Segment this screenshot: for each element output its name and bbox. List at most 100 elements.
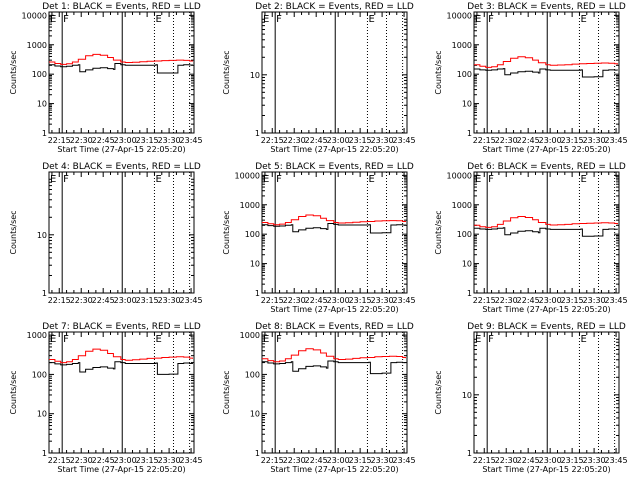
time-marker-label: E <box>580 14 586 25</box>
y-tick-label: 10 <box>462 100 472 109</box>
x-tick-label: 22:30 <box>495 456 518 465</box>
time-marker-label: F <box>276 334 282 345</box>
x-tick-label: 23:45 <box>393 296 416 305</box>
plot-frame <box>48 331 195 454</box>
y-tick-label: 1 <box>42 129 47 138</box>
x-tick-label: 23:00 <box>327 136 350 145</box>
chart-title: Det 3: BLACK = Events, RED = LLD <box>467 2 626 12</box>
panel-det-6: Det 6: BLACK = Events, RED = LLD 1 10 100 10… <box>434 162 628 314</box>
panel-det-7: Det 7: BLACK = Events, RED = LLD 1 10 100 10… <box>9 322 203 474</box>
y-tick-label: 100 <box>32 70 47 79</box>
time-marker-label: F <box>276 174 282 185</box>
chart-title: Det 9: BLACK = Events, RED = LLD <box>467 322 626 332</box>
y-axis-label: Counts/sec <box>434 210 443 254</box>
y-axis-label: Counts/sec <box>9 210 18 254</box>
x-tick-label: 22:45 <box>305 296 328 305</box>
x-axis-label: Start Time (27-Apr-15 22:05:20) <box>270 145 398 154</box>
x-tick-label: 23:45 <box>605 136 628 145</box>
series-line-lld <box>49 53 193 65</box>
x-tick-label: 22:30 <box>495 296 518 305</box>
chart-title: Det 6: BLACK = Events, RED = LLD <box>467 162 626 172</box>
chart-title: Det 4: BLACK = Events, RED = LLD <box>42 162 201 172</box>
x-tick-label: 22:45 <box>517 456 540 465</box>
x-axis-label: Start Time (27-Apr-15 22:05:20) <box>270 465 398 474</box>
x-tick-label: 22:30 <box>283 456 306 465</box>
y-tick-label: 1000 <box>240 331 260 340</box>
panel-det-2: Det 2: BLACK = Events, RED = LLD 1 10 Count… <box>222 2 416 154</box>
x-tick-label: 23:15 <box>136 296 159 305</box>
x-tick-label: 22:45 <box>92 296 115 305</box>
x-tick-label: 22:15 <box>261 456 284 465</box>
x-tick-label: 23:00 <box>327 296 350 305</box>
y-tick-label: 1 <box>467 449 472 458</box>
plot-frame <box>261 331 408 454</box>
time-marker-label: F <box>63 174 69 185</box>
x-tick-label: 22:15 <box>48 296 71 305</box>
x-tick-label: 23:30 <box>158 456 181 465</box>
plot-frame <box>473 11 620 134</box>
x-tick-label: 22:15 <box>473 136 496 145</box>
x-tick-label: 23:30 <box>371 296 394 305</box>
y-axis-label: Counts/sec <box>222 50 231 94</box>
y-axis-label: Counts/sec <box>222 370 231 414</box>
y-tick-label: 1 <box>255 449 260 458</box>
y-tick-label: 10 <box>462 260 472 269</box>
time-marker-label: E <box>475 14 481 25</box>
series-line-lld <box>474 216 618 228</box>
time-marker-label: F <box>488 174 494 185</box>
y-tick-label: 10 <box>250 260 260 269</box>
y-tick-label: 100 <box>457 70 472 79</box>
time-marker-label: F <box>63 14 69 25</box>
x-tick-label: 23:00 <box>114 296 137 305</box>
x-tick-label: 22:45 <box>92 136 115 145</box>
x-tick-label: 23:45 <box>605 296 628 305</box>
x-axis-label: Start Time (27-Apr-15 22:05:20) <box>57 465 185 474</box>
series-line-lld <box>262 214 406 226</box>
x-tick-label: 23:30 <box>583 136 606 145</box>
time-marker-label: E <box>263 174 269 185</box>
panel-det-5: Det 5: BLACK = Events, RED = LLD 1 10 100 10… <box>222 162 416 314</box>
x-tick-label: 22:45 <box>92 456 115 465</box>
x-axis-label: Start Time (27-Apr-15 22:05:20) <box>270 305 398 314</box>
x-tick-label: 22:15 <box>473 456 496 465</box>
series-line-events <box>49 63 193 74</box>
x-tick-label: 22:15 <box>48 456 71 465</box>
time-marker-label: E <box>368 174 374 185</box>
y-tick-label: 10000 <box>447 171 472 180</box>
x-tick-label: 22:30 <box>70 136 93 145</box>
y-tick-label: 1000 <box>452 201 472 210</box>
x-tick-label: 23:45 <box>393 456 416 465</box>
y-tick-label: 100 <box>245 370 260 379</box>
time-marker-label: E <box>368 14 374 25</box>
x-tick-label: 23:30 <box>158 296 181 305</box>
y-tick-label: 10 <box>462 391 472 400</box>
y-tick-label: 1000 <box>27 331 47 340</box>
panel-det-9: Det 9: BLACK = Events, RED = LLD 1 10 Count… <box>434 322 628 474</box>
x-tick-label: 23:30 <box>583 456 606 465</box>
x-tick-label: 23:30 <box>371 136 394 145</box>
series-line-lld <box>49 348 193 364</box>
chart-title: Det 1: BLACK = Events, RED = LLD <box>42 2 201 12</box>
x-tick-label: 22:15 <box>473 296 496 305</box>
time-marker-label: F <box>488 14 494 25</box>
x-axis-label: Start Time (27-Apr-15 22:05:20) <box>482 145 610 154</box>
y-tick-label: 10 <box>37 100 47 109</box>
x-tick-label: 23:00 <box>539 296 562 305</box>
y-tick-label: 1000 <box>240 201 260 210</box>
time-marker-label: F <box>276 14 282 25</box>
x-tick-label: 22:45 <box>517 136 540 145</box>
x-tick-label: 23:30 <box>158 136 181 145</box>
time-marker-label: E <box>50 174 56 185</box>
time-marker-label: E <box>580 334 586 345</box>
x-tick-label: 23:15 <box>349 456 372 465</box>
chart-title: Det 8: BLACK = Events, RED = LLD <box>255 322 414 332</box>
y-axis-label: Counts/sec <box>434 370 443 414</box>
x-tick-label: 23:00 <box>327 456 350 465</box>
series-line-events <box>474 227 618 237</box>
plot-frame <box>473 171 620 294</box>
x-tick-label: 23:45 <box>180 456 203 465</box>
y-axis-label: Counts/sec <box>222 210 231 254</box>
x-tick-label: 23:30 <box>371 456 394 465</box>
x-tick-label: 22:15 <box>261 296 284 305</box>
